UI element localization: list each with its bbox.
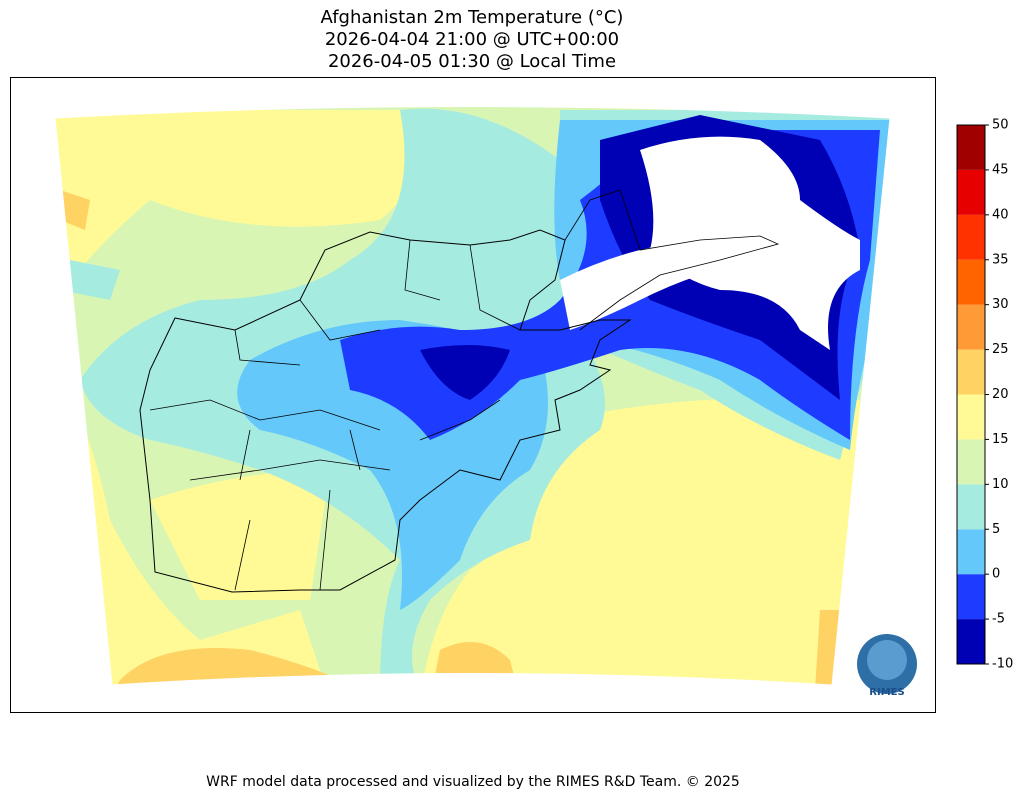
colorbar-band xyxy=(957,304,985,350)
subtitle: 2026-04-05 01:30 @ Local Time xyxy=(328,51,616,72)
tick-label: 15 xyxy=(992,432,1009,447)
tick-label: 10 xyxy=(992,477,1009,492)
colorbar-band xyxy=(957,214,985,260)
colorbar-band xyxy=(957,394,985,440)
footer: WRF model data processed and visualized … xyxy=(206,774,740,790)
colorbar: -10 -5 0 5 10 15 20 25 30 35 40 45 50 xyxy=(956,118,1013,672)
tick-label: -10 xyxy=(992,657,1013,672)
temperature-field xyxy=(55,106,890,685)
logo: RIMES xyxy=(857,634,917,698)
colorbar-band xyxy=(957,169,985,215)
colorbar-band xyxy=(957,529,985,575)
colorbar-band xyxy=(957,125,985,170)
subtitle: 2026-04-04 21:00 @ UTC+00:00 xyxy=(325,29,619,50)
colorbar-band xyxy=(957,619,985,664)
tick-label: 35 xyxy=(992,252,1009,267)
tick-label: 50 xyxy=(992,118,1009,133)
tick-label: -5 xyxy=(992,612,1005,627)
logo-text: RIMES xyxy=(869,687,904,698)
colorbar-band xyxy=(957,484,985,530)
colorbar-band xyxy=(957,259,985,305)
tick-label: 30 xyxy=(992,297,1009,312)
tick-label: 25 xyxy=(992,342,1009,357)
tick-label: 45 xyxy=(992,162,1009,177)
tick-label: 40 xyxy=(992,207,1009,222)
country-border xyxy=(139,229,632,593)
tick-label: 5 xyxy=(992,522,1000,537)
colorbar-band xyxy=(957,349,985,395)
map: RIMES xyxy=(10,77,936,713)
tick-label: 0 xyxy=(992,567,1000,582)
map-frame xyxy=(10,77,936,713)
tick-label: 20 xyxy=(992,387,1009,402)
title: Afghanistan 2m Temperature (°C) xyxy=(321,7,624,28)
colorbar-band xyxy=(957,439,985,485)
colorbar-band xyxy=(957,574,985,620)
